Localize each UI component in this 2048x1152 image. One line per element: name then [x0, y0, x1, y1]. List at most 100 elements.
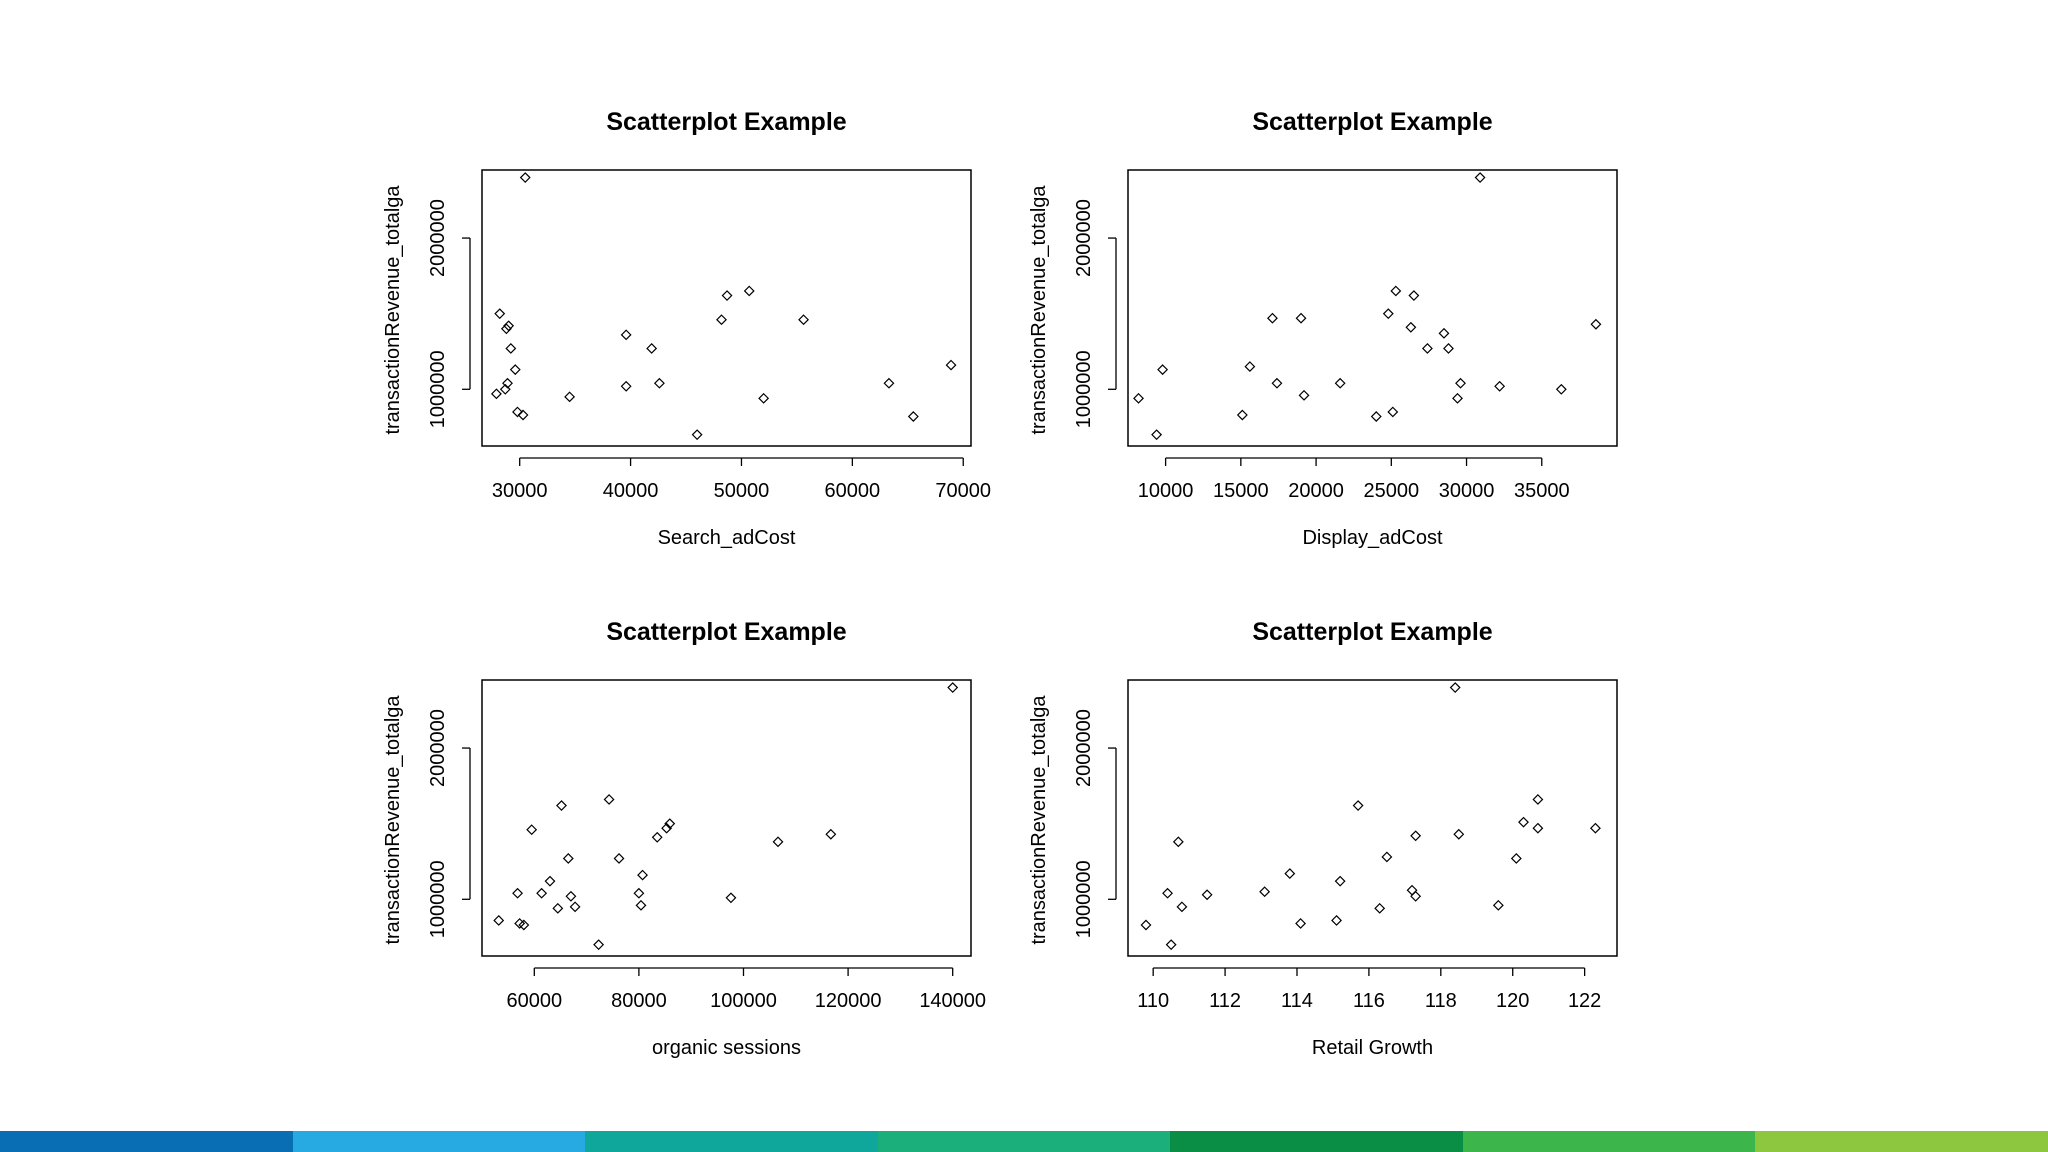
data-point: [1555, 383, 1567, 395]
data-point: [1474, 172, 1486, 184]
data-point: [1443, 343, 1454, 354]
data-point: [1449, 682, 1461, 694]
data-point: [512, 887, 524, 899]
footer-color-segment: [1462, 1131, 1756, 1152]
data-point: [1532, 822, 1544, 834]
x-axis-label: organic sessions: [652, 1037, 801, 1059]
data-point: [502, 377, 513, 389]
data-point: [1453, 828, 1465, 840]
scatter-panel-2: Scatterplot Example 10000 15000 20000 25000 3…: [1028, 108, 1618, 549]
x-axis-label: Search_adCost: [658, 527, 796, 549]
x-tick-label: 30000: [1439, 480, 1495, 502]
data-point: [1390, 285, 1402, 297]
data-point: [1331, 915, 1342, 926]
data-point: [1334, 377, 1346, 389]
y-tick-label: 1000000: [427, 350, 449, 428]
data-point: [518, 919, 530, 931]
y-tick-label: 2000000: [1073, 709, 1095, 787]
data-point: [651, 831, 663, 843]
data-point: [1271, 377, 1283, 389]
data-point: [569, 901, 581, 913]
plot-title: Scatterplot Example: [1252, 618, 1492, 646]
footer-color-segment: [1170, 1131, 1463, 1152]
data-point: [603, 794, 615, 805]
y-tick-label: 2000000: [1073, 199, 1095, 277]
data-point: [1236, 409, 1248, 421]
data-point: [945, 359, 957, 371]
data-point: [1438, 327, 1450, 339]
data-point: [721, 290, 733, 301]
data-point: [1370, 411, 1382, 422]
data-point: [1284, 868, 1296, 880]
scatter-panel-4: Scatterplot Example 110 112 114 116 118 120 122…: [1028, 618, 1618, 1059]
data-point: [514, 918, 526, 929]
data-point: [1532, 794, 1544, 805]
data-point: [633, 887, 645, 899]
data-point: [593, 939, 605, 951]
data-point: [620, 380, 632, 392]
data-point: [1334, 875, 1346, 887]
x-tick-label: 114: [1281, 990, 1313, 1012]
data-point: [1133, 392, 1144, 404]
data-point: [499, 383, 511, 395]
data-point: [1387, 406, 1399, 418]
data-point: [1518, 816, 1529, 828]
data-point: [494, 308, 506, 320]
plot-title: Scatterplot Example: [606, 618, 846, 646]
data-point: [1259, 886, 1271, 898]
footer-color-segment: [585, 1131, 878, 1152]
data-point: [519, 172, 531, 184]
x-tick-label: 120: [1496, 990, 1529, 1012]
data-point: [1244, 361, 1256, 373]
plot-frame: [481, 679, 972, 957]
data-point: [1455, 377, 1466, 389]
data-point: [1352, 800, 1364, 811]
data-point: [552, 902, 564, 914]
data-point: [500, 323, 512, 335]
plot-frame: [481, 169, 972, 447]
x-tick-label: 100000: [710, 990, 777, 1012]
scatter-panel-1: Scatterplot Example 30000 40000 50000 60000 7…: [382, 108, 991, 549]
data-point: [653, 377, 665, 389]
data-point: [1374, 902, 1386, 914]
data-point: [1408, 290, 1420, 301]
x-tick-label: 35000: [1514, 480, 1570, 502]
data-point: [1176, 901, 1188, 913]
data-point: [562, 853, 574, 864]
footer-color-bar: [0, 1131, 2048, 1152]
data-point: [907, 411, 919, 422]
data-point: [512, 406, 523, 418]
data-point: [1157, 364, 1169, 376]
data-point: [620, 329, 632, 341]
data-point: [772, 836, 784, 848]
data-point: [509, 364, 521, 376]
y-tick-label: 1000000: [1073, 860, 1095, 938]
data-point: [1590, 318, 1602, 330]
data-point: [544, 875, 556, 887]
data-point: [556, 800, 567, 811]
y-tick-label: 1000000: [1073, 350, 1095, 428]
data-point: [758, 392, 770, 404]
y-tick-label: 2000000: [427, 199, 449, 277]
footer-color-segment: [1755, 1131, 2048, 1152]
data-point: [1452, 392, 1463, 404]
data-point: [1165, 939, 1177, 951]
data-point: [536, 887, 548, 899]
data-point: [1382, 308, 1394, 320]
x-tick-label: 60000: [506, 990, 562, 1012]
y-tick-label: 2000000: [427, 709, 449, 787]
data-point: [493, 915, 505, 926]
data-point: [1298, 389, 1310, 401]
x-tick-label: 80000: [611, 990, 667, 1012]
data-point: [1201, 889, 1213, 901]
data-point: [883, 377, 895, 389]
x-tick-label: 60000: [825, 480, 881, 502]
data-point: [1421, 343, 1433, 354]
x-tick-label: 15000: [1213, 480, 1269, 502]
data-point: [1405, 321, 1417, 333]
x-axis-label: Retail Growth: [1312, 1037, 1433, 1059]
x-tick-label: 40000: [603, 480, 659, 502]
data-point: [798, 314, 810, 326]
scatter-panel-3: Scatterplot Example 60000 80000 100000 12000…: [382, 618, 986, 1059]
